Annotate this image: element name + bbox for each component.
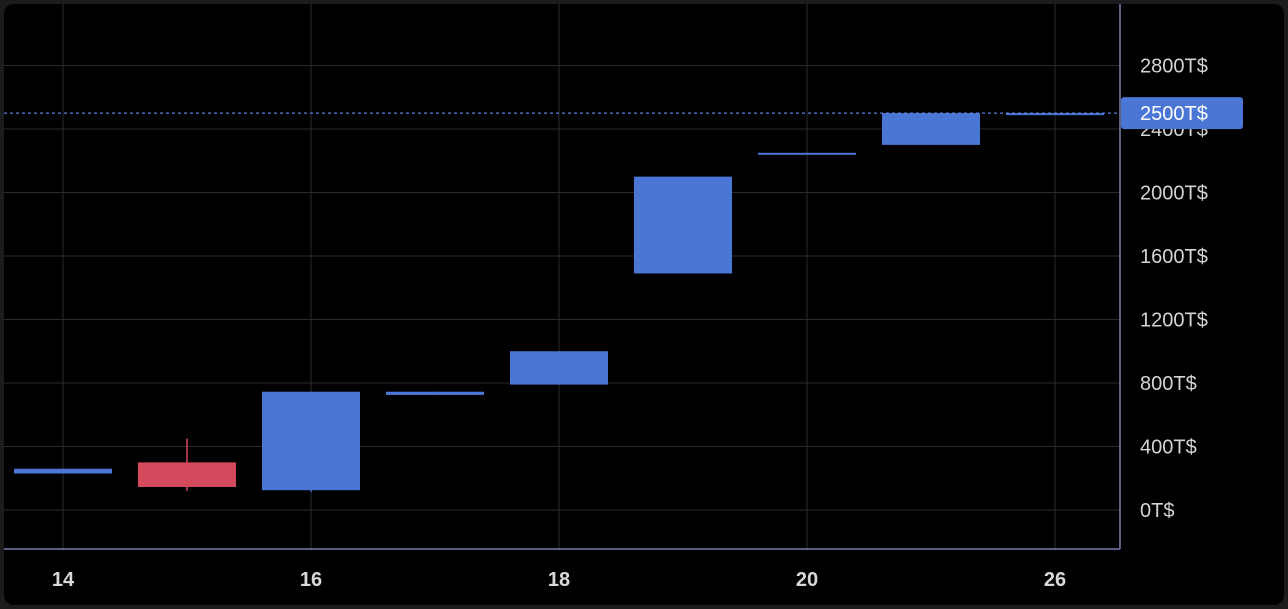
candle-body-1 <box>138 462 236 487</box>
candle-body-4 <box>510 351 608 385</box>
current-price-label: 2500T$ <box>1121 97 1243 130</box>
y-tick-label-3: 1200T$ <box>1140 310 1208 332</box>
y-tick-label-5: 2000T$ <box>1140 183 1208 205</box>
candle-1 <box>138 438 236 491</box>
chart-panel: 0T$ 400T$ 800T$ 1200T$ 1600T$ 2000T$ 2400T$ 280… <box>4 4 1284 605</box>
x-tick-label-3: 20 <box>796 569 818 591</box>
current-price-value: 2500T$ <box>1140 103 1208 125</box>
candle-body-0 <box>14 468 112 474</box>
candle-3 <box>386 391 484 395</box>
candles <box>14 113 1104 492</box>
x-axis-ticks: 14 16 18 20 26 <box>52 569 1066 591</box>
x-tick-label-4: 26 <box>1044 569 1066 591</box>
grid-lines <box>4 4 1120 549</box>
candle-0 <box>14 468 112 474</box>
x-tick-label-0: 14 <box>52 569 75 591</box>
x-tick-label-2: 18 <box>548 569 570 591</box>
candle-body-2 <box>262 391 360 491</box>
y-tick-label-4: 1600T$ <box>1140 246 1208 268</box>
current-price-badge <box>1121 97 1243 130</box>
candle-body-6 <box>758 152 856 155</box>
candle-6 <box>758 152 856 155</box>
x-tick-label-1: 16 <box>300 569 322 591</box>
y-tick-label-7: 2800T$ <box>1140 56 1208 78</box>
candlestick-chart[interactable]: 0T$400T$800T$1200T$1600T$2000T$2400T$280… <box>4 4 1284 605</box>
candle-body-7 <box>882 113 980 145</box>
candle-7 <box>882 113 980 145</box>
candle-body-3 <box>386 391 484 395</box>
candle-body-8 <box>1006 113 1104 116</box>
candle-4 <box>510 351 608 385</box>
y-tick-label-1: 400T$ <box>1140 437 1197 459</box>
candle-2 <box>262 391 360 492</box>
y-tick-label-0: 0T$ <box>1140 500 1174 522</box>
candle-5 <box>634 176 732 274</box>
candle-body-5 <box>634 176 732 274</box>
y-tick-label-2: 800T$ <box>1140 373 1197 395</box>
